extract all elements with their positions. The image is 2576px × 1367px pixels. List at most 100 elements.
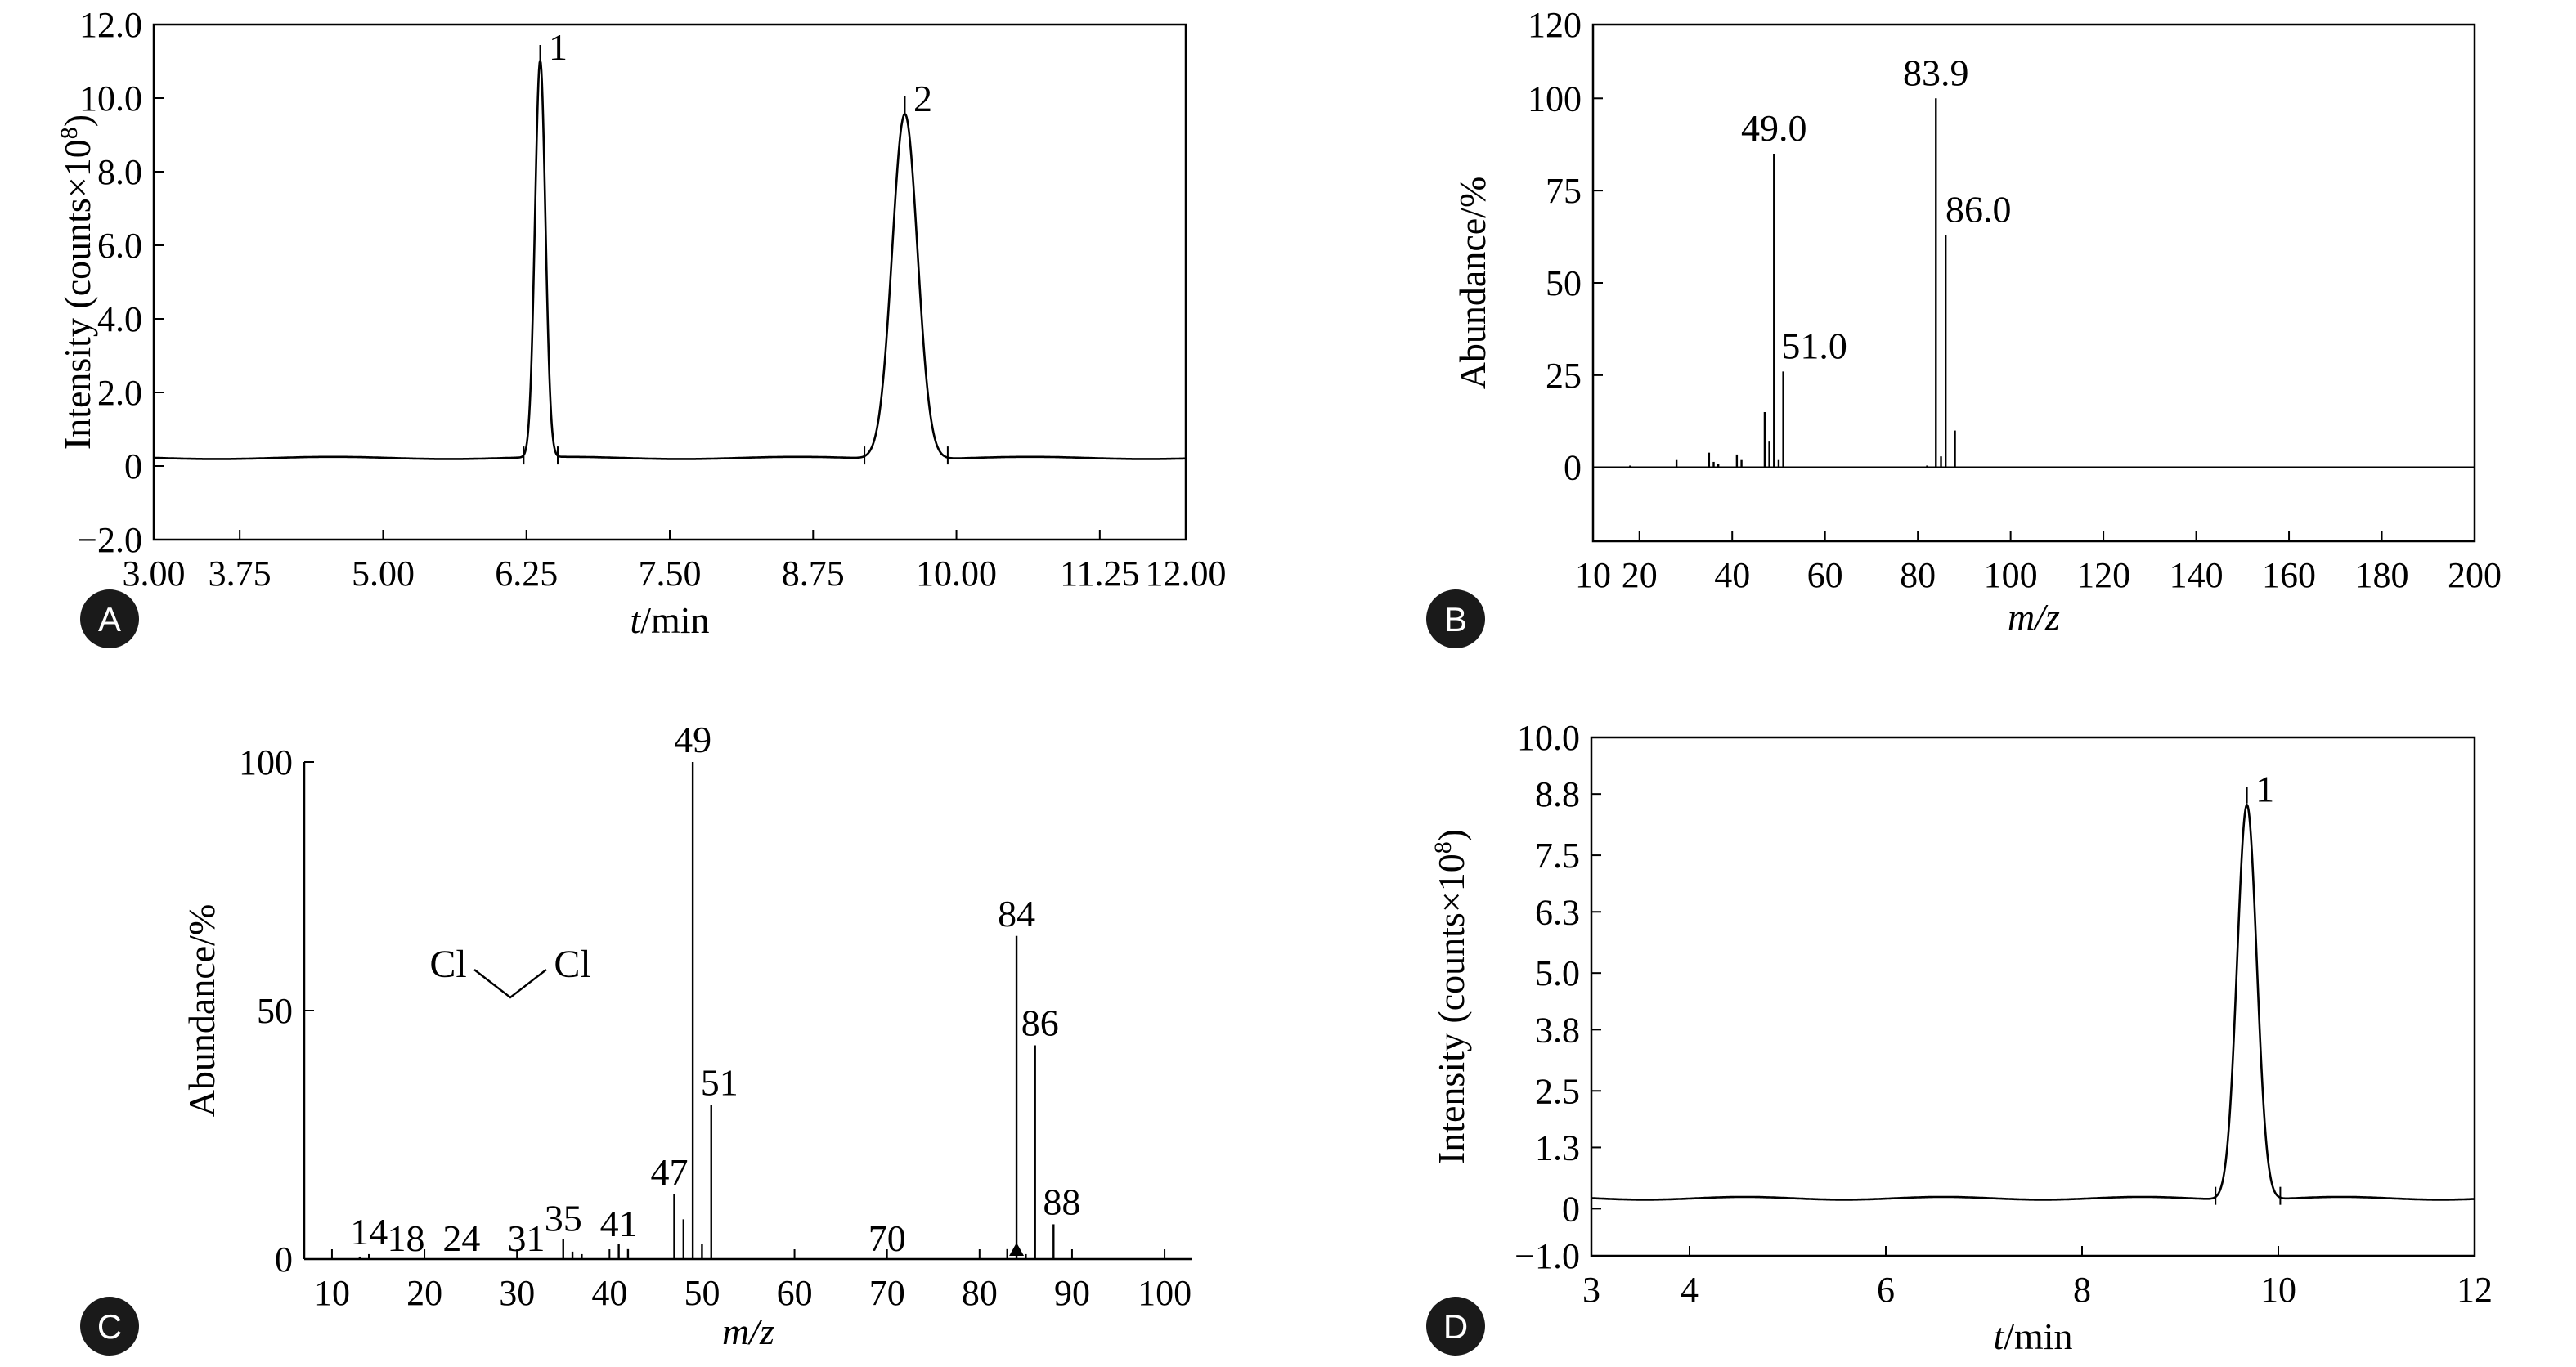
x-tick-label: 30 xyxy=(499,1273,535,1313)
x-tick-label: 12.00 xyxy=(1146,554,1227,594)
y-axis-title: Abundance/% xyxy=(1452,177,1493,390)
x-axis-title-unit: /min xyxy=(2004,1315,2072,1357)
x-tick-label: 70 xyxy=(869,1273,905,1313)
structure-atom-right: Cl xyxy=(554,943,590,986)
x-tick-label: 60 xyxy=(777,1273,813,1313)
y-tick-label: 2.0 xyxy=(97,373,142,413)
x-axis-title-unit: /min xyxy=(640,599,709,641)
x-tick-label: 3 xyxy=(1582,1270,1600,1310)
peak-label: 2 xyxy=(913,78,932,119)
y-tick-label: 50 xyxy=(1546,263,1582,303)
x-tick-label: 8 xyxy=(2073,1270,2091,1310)
y-axis-title-main: Intensity (counts×10 xyxy=(56,139,98,450)
y-tick-label: 75 xyxy=(1546,171,1582,211)
x-tick-label: 8.75 xyxy=(782,554,845,594)
x-tick-label: 20 xyxy=(1622,555,1658,595)
y-tick-label: 8.8 xyxy=(1535,774,1580,814)
peak-value-label: 86.0 xyxy=(1945,188,2012,230)
peak-value-label: 35 xyxy=(545,1198,582,1239)
peak-value-label: 47 xyxy=(651,1151,689,1193)
y-tick-label: 0 xyxy=(275,1239,293,1280)
plot-frame xyxy=(1590,736,2476,1257)
y-tick-label: 8.0 xyxy=(97,152,142,192)
x-tick-label: 90 xyxy=(1054,1273,1090,1313)
panel-badge xyxy=(80,589,139,648)
x-tick-label: 80 xyxy=(962,1273,998,1313)
peak-value-label: 49.0 xyxy=(1741,107,1807,149)
x-axis-title: m/z xyxy=(2008,596,2060,638)
x-tick-label: 100 xyxy=(1984,555,2038,595)
plot-frame xyxy=(1591,23,2476,543)
x-tick-label: 200 xyxy=(2448,555,2502,595)
panel-badge xyxy=(1426,1297,1485,1356)
y-tick-label: −1.0 xyxy=(1515,1236,1580,1276)
x-tick-label: 3.00 xyxy=(123,554,186,594)
x-tick-label: 140 xyxy=(2170,555,2224,595)
x-tick-label: 50 xyxy=(684,1273,720,1313)
panel-badge-label: C xyxy=(97,1307,122,1346)
x-axis-title-var: t xyxy=(630,599,641,641)
y-tick-label: 6.3 xyxy=(1535,892,1580,932)
y-tick-label: 100 xyxy=(1528,78,1582,119)
x-tick-label: 100 xyxy=(1138,1273,1192,1313)
panel-badge xyxy=(1426,589,1485,648)
x-tick-label: 180 xyxy=(2355,555,2409,595)
x-tick-label: 7.50 xyxy=(639,554,702,594)
x-tick-label: 80 xyxy=(1900,555,1936,595)
peak-value-label: 51.0 xyxy=(1781,325,1847,366)
x-tick-label: 10 xyxy=(314,1273,350,1313)
x-tick-label: 5.00 xyxy=(352,554,415,594)
peak-label: 1 xyxy=(2255,769,2274,810)
x-tick-label: 4 xyxy=(1681,1270,1699,1310)
y-tick-label: 50 xyxy=(257,991,293,1031)
y-axis-title: Intensity (counts×108) xyxy=(1429,829,1473,1164)
x-tick-label: 160 xyxy=(2262,555,2316,595)
panel-badge-label: A xyxy=(98,600,121,639)
y-tick-label: 6.0 xyxy=(97,226,142,266)
x-tick-label: 10.00 xyxy=(916,554,997,594)
y-tick-label: 10.0 xyxy=(1517,718,1580,758)
panel-badge-label: D xyxy=(1443,1307,1468,1346)
chromatogram-trace xyxy=(153,60,1187,460)
x-axis-title: t/min xyxy=(1993,1315,2072,1357)
x-tick-label: 12 xyxy=(2457,1270,2493,1310)
y-tick-label: 0 xyxy=(124,446,142,486)
y-axis-title: Abundance/% xyxy=(181,904,222,1118)
y-tick-label: 100 xyxy=(239,742,293,782)
panel-a-chromatogram: 3.00 3.75 5.00 6.25 7.50 8.75 10.00 11.25 12.00−… xyxy=(56,5,1227,648)
panel-c-reference-spectrum: 10 20 30 40 50 60 70 80 90 100 0 50 100 14 18 24 31 35 41 4… xyxy=(80,719,1192,1356)
peak-value-label: 41 xyxy=(600,1203,638,1244)
panel-b-mass-spectrum: 10 20 40 60 80 100 120 140 160 180 200 0 25 50 75 100 12… xyxy=(1426,5,2502,648)
y-tick-label: 4.0 xyxy=(97,299,142,339)
panel-d-chromatogram: 3 4 6 8 10 12 −1.0 0 1.3 2.5 3.8 5.0 6.3 7.5 8.8 10.0 1 t… xyxy=(1426,718,2493,1357)
x-tick-label: 6.25 xyxy=(495,554,558,594)
x-axis-title: m/z xyxy=(722,1311,774,1352)
peak-value-label: 70 xyxy=(868,1217,906,1259)
peak-value-label: 88 xyxy=(1043,1181,1080,1222)
y-tick-label: 1.3 xyxy=(1535,1127,1580,1168)
structure-bonds xyxy=(473,969,547,999)
y-tick-label: 5.0 xyxy=(1535,953,1580,993)
peak-value-label: 18 xyxy=(387,1217,424,1259)
y-tick-label: 0 xyxy=(1562,1189,1580,1229)
chromatogram-trace xyxy=(1591,803,2475,1201)
x-tick-label: 40 xyxy=(591,1273,627,1313)
y-tick-label: 0 xyxy=(1564,448,1582,488)
x-tick-label: 40 xyxy=(1714,555,1750,595)
structure-atom-left: Cl xyxy=(429,943,466,986)
peak-value-label: 51 xyxy=(701,1062,738,1104)
y-tick-label: 3.8 xyxy=(1535,1010,1580,1050)
y-tick-label: 25 xyxy=(1546,356,1582,396)
y-tick-label: 2.5 xyxy=(1535,1071,1580,1111)
peak-value-label: 24 xyxy=(442,1217,480,1259)
x-axis-title-var: t xyxy=(1993,1315,2004,1357)
peak-value-label: 14 xyxy=(350,1211,388,1253)
peak-value-label: 31 xyxy=(508,1217,545,1259)
y-axis-title-exponent: 8 xyxy=(1429,841,1456,854)
x-tick-label: 10 xyxy=(1575,555,1611,595)
plot-frame xyxy=(152,23,1187,541)
y-axis-title-close: ) xyxy=(1430,829,1472,841)
x-tick-label: 3.75 xyxy=(209,554,272,594)
x-tick-label: 10 xyxy=(2260,1270,2296,1310)
